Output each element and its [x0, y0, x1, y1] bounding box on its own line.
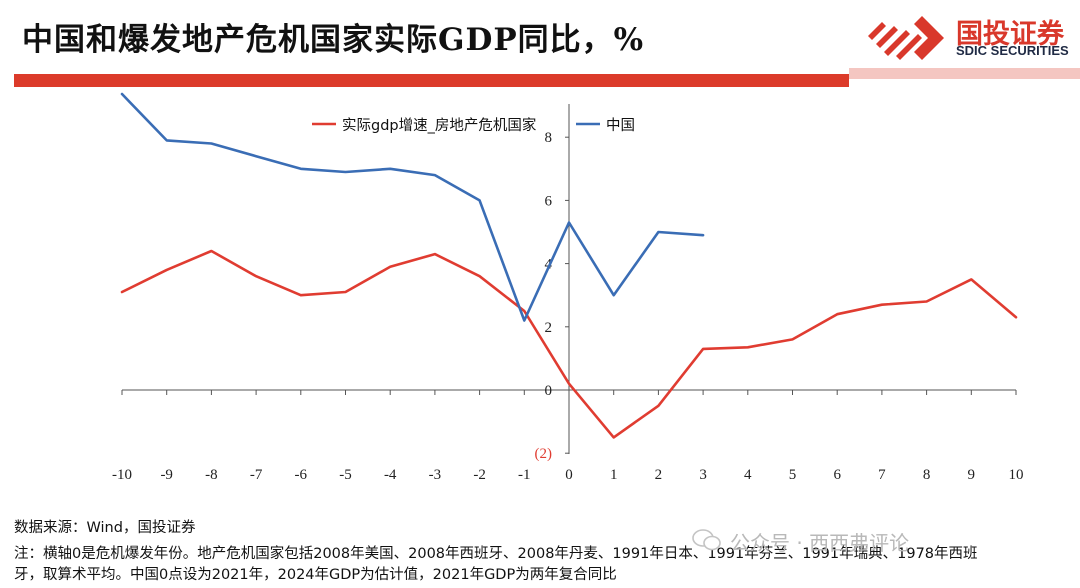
page-title: 中国和爆发地产危机国家实际GDP同比，%: [22, 22, 645, 58]
gdp-line-chart: -10 -9 -8 -7 -6 -5 -4 -3 -2 -1 0 1 2 3 4 5 6 7 8 9 10(2)0246…: [112, 92, 1024, 483]
x-tick-label: 1: [610, 467, 618, 483]
chart-axes: -10 -9 -8 -7 -6 -5 -4 -3 -2 -1 0 1 2 3 4 5 6 7 8 9 10(2)0246…: [112, 104, 1024, 483]
wechat-icon: [692, 529, 721, 551]
x-tick-label: 4: [744, 467, 752, 483]
x-tick-label: 3: [699, 467, 707, 483]
x-tick-label: -6: [295, 467, 308, 483]
x-tick-label: -10: [112, 467, 132, 483]
x-tick-label: -3: [429, 467, 442, 483]
header-divider-pink: [849, 68, 1080, 79]
legend-label: 实际gdp增速_房地产危机国家: [342, 117, 536, 134]
x-tick-label: 0: [565, 467, 573, 483]
header-divider-red: [14, 74, 849, 87]
y-tick-label: 2: [545, 320, 553, 336]
x-tick-label: 5: [789, 467, 797, 483]
x-tick-label: 7: [878, 467, 886, 483]
footer-note-line2: 牙，取算术平均。中国0点设为2021年，2024年GDP为估计值，2021年GD…: [14, 567, 617, 583]
watermark: 公众号 · 西西弗评论: [730, 531, 910, 555]
x-tick-label: 9: [968, 467, 976, 483]
x-tick-label: -4: [384, 467, 397, 483]
y-tick-label: 6: [545, 193, 553, 209]
x-tick-label: -7: [250, 467, 263, 483]
x-tick-label: -1: [518, 467, 531, 483]
chart-legend: 实际gdp增速_房地产危机国家 中国: [312, 117, 635, 134]
x-tick-label: 8: [923, 467, 931, 483]
x-tick-label: 10: [1009, 467, 1024, 483]
logo-text-en: SDIC SECURITIES: [956, 43, 1069, 58]
chart-series: [120, 92, 1018, 439]
series-line-china: [120, 92, 705, 322]
x-tick-label: -9: [160, 467, 173, 483]
series-line-crisis-countries: [120, 249, 1018, 439]
legend-label: 中国: [606, 117, 635, 134]
x-tick-label: 6: [833, 467, 841, 483]
logo-text-cn: 国投证券: [956, 19, 1064, 50]
sdic-logo-mark-icon: [868, 16, 944, 60]
y-tick-label: (2): [535, 446, 553, 462]
y-tick-label: 0: [545, 383, 553, 399]
x-tick-label: -5: [339, 467, 352, 483]
x-tick-label: -2: [473, 467, 486, 483]
x-tick-label: 2: [655, 467, 663, 483]
footer-source: 数据来源：Wind，国投证券: [14, 520, 196, 536]
y-tick-label: 8: [545, 130, 553, 146]
footer-note-line1: 注：横轴0是危机爆发年份。地产危机国家包括2008年美国、2008年西班牙、20…: [14, 546, 978, 562]
sdic-logo: 国投证券 SDIC SECURITIES: [866, 10, 1080, 62]
x-tick-label: -8: [205, 467, 218, 483]
